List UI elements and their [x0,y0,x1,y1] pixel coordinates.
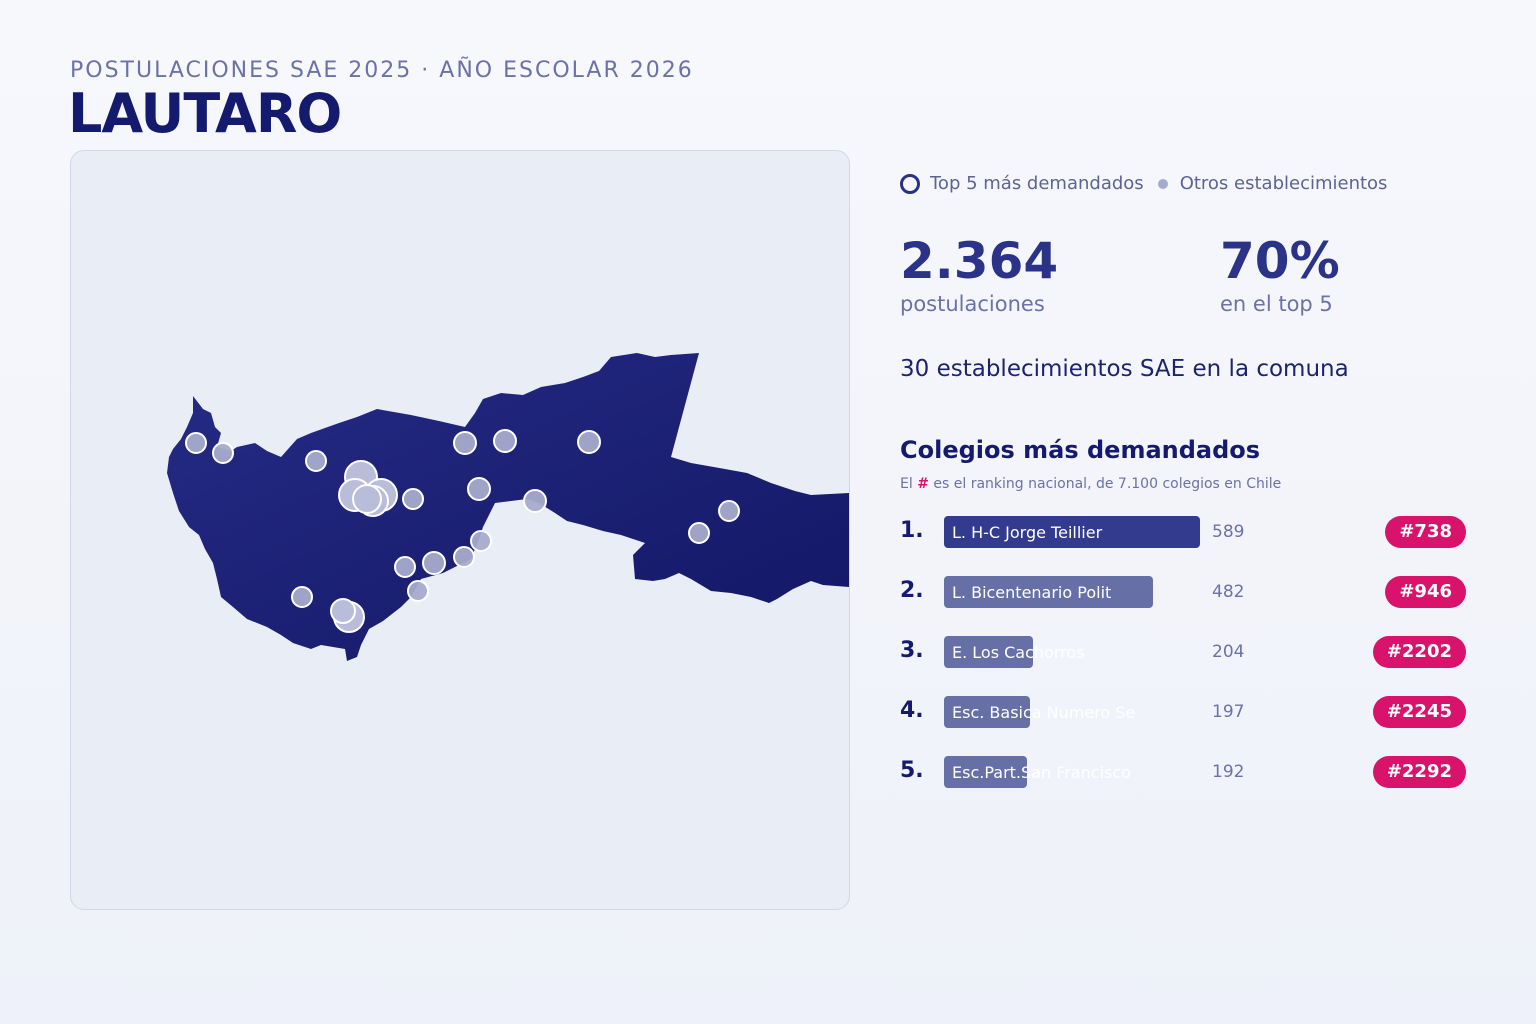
school-bar [944,576,1153,608]
applications-label: postulaciones [900,292,1045,316]
school-rank: 1. [900,518,924,543]
school-name: Esc.Part.San Francisco [952,763,1131,782]
school-row[interactable]: 1. L. H-C Jorge Teillier 589 #738 [900,516,1470,548]
national-rank-badge: #946 [1385,576,1466,608]
header-subtitle: POSTULACIONES SAE 2025 · AÑO ESCOLAR 202… [70,58,694,83]
school-bar [944,636,1033,668]
school-value: 589 [1212,522,1245,542]
school-bar [944,516,1200,548]
school-rank: 3. [900,638,924,663]
school-value: 192 [1212,762,1245,782]
school-row[interactable]: 4. Esc. Basica Numero Se 197 #2245 [900,696,1470,728]
school-name: L. H-C Jorge Teillier [952,523,1103,542]
national-rank-badge: #2292 [1372,756,1466,788]
map-panel[interactable] [70,150,850,910]
school-row[interactable]: 5. Esc.Part.San Francisco 192 #2292 [900,756,1470,788]
school-value: 197 [1212,702,1245,722]
top5-share-label: en el top 5 [1220,292,1333,316]
school-name: L. Bicentenario Polit [952,583,1112,602]
school-value: 482 [1212,582,1245,602]
applications-value: 2.364 [900,232,1059,290]
national-rank-badge: #2245 [1372,696,1466,728]
legend-others-label: Otros establecimientos [1179,173,1388,194]
ranking-note-hash: # [917,476,929,492]
school-rank: 2. [900,578,924,603]
top5-share-value: 70% [1220,232,1340,290]
school-row[interactable]: 3. E. Los Cachorros 204 #2202 [900,636,1470,668]
ranking-note-prefix: El [900,476,913,492]
commune-shape [167,353,849,661]
school-name: Esc. Basica Numero Se [952,703,1136,722]
school-rank: 5. [900,758,924,783]
ranking-note-suffix: es el ranking nacional, de 7.100 colegio… [933,476,1282,492]
ranking-title: Colegios más demandados [900,436,1261,464]
page-title: LAUTARO [68,82,342,145]
commune-map[interactable] [71,151,849,909]
other-dot-icon [1157,178,1168,189]
national-rank-badge: #738 [1385,516,1466,548]
map-legend: Top 5 más demandados Otros establecimien… [900,173,1387,194]
school-row[interactable]: 2. L. Bicentenario Polit 482 #946 [900,576,1470,608]
school-rank: 4. [900,698,924,723]
ranking-note: El # es el ranking nacional, de 7.100 co… [900,476,1281,492]
school-name: E. Los Cachorros [952,643,1085,662]
school-bar [944,696,1030,728]
legend-top5-label: Top 5 más demandados [930,173,1144,194]
top5-ring-icon [900,173,920,194]
other-school-markers [185,429,740,608]
establishments-count: 30 establecimientos SAE en la comuna [900,356,1349,382]
top5-school-markers [330,460,398,633]
national-rank-badge: #2202 [1372,636,1466,668]
school-value: 204 [1212,642,1245,662]
school-bar [944,756,1027,788]
